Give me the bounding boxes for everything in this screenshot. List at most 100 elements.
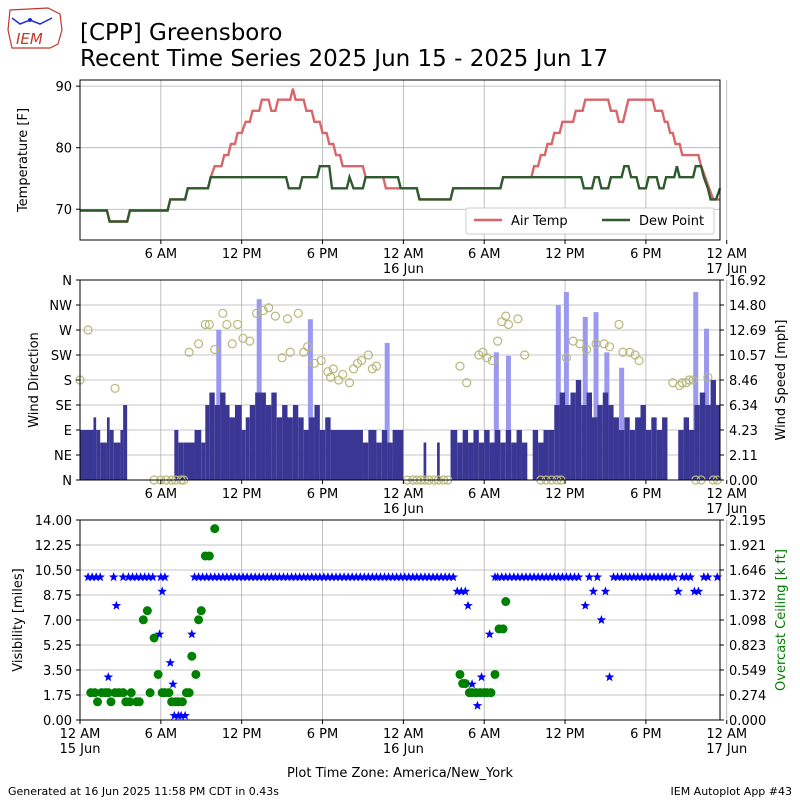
wind-direction-marker bbox=[303, 342, 313, 352]
wind-direction-ytick-label: E bbox=[64, 424, 72, 439]
wind-speed-bar bbox=[255, 392, 261, 480]
wind-direction-marker bbox=[222, 319, 232, 330]
wind-speed-bar bbox=[265, 405, 272, 480]
wind-direction-marker bbox=[614, 319, 624, 330]
wind-speed-bar bbox=[511, 442, 517, 480]
wind-direction-marker bbox=[371, 361, 382, 371]
visibility-point bbox=[274, 572, 285, 582]
wind-direction-marker bbox=[462, 378, 472, 388]
visibility-ytick-label: 5.25 bbox=[43, 639, 72, 654]
wind-speed-bar bbox=[468, 442, 474, 480]
ceiling-point bbox=[187, 651, 197, 661]
wind-gust-bar bbox=[384, 342, 390, 480]
ceiling-point bbox=[177, 697, 187, 707]
temperature-legend: Air Temp Dew Point bbox=[465, 207, 715, 235]
0-xtick-label: 6 PM bbox=[307, 247, 338, 262]
wind-speed-bar bbox=[597, 405, 603, 480]
visibility-point bbox=[95, 572, 105, 582]
temperature-lines bbox=[80, 88, 722, 223]
wind-speed-bar bbox=[613, 417, 619, 480]
ceiling-point bbox=[204, 551, 214, 561]
ceiling-point bbox=[134, 697, 144, 707]
visibility-point bbox=[448, 572, 458, 582]
visibility-point bbox=[323, 572, 333, 582]
wind-direction-marker bbox=[218, 308, 228, 318]
wind-speed-bar bbox=[678, 430, 684, 480]
visibility-point bbox=[335, 572, 345, 582]
visibility-point bbox=[87, 572, 97, 582]
wind-direction-marker bbox=[184, 347, 194, 357]
ceiling-ytick-label: 0.823 bbox=[729, 639, 766, 654]
visibility-point bbox=[497, 572, 507, 582]
visibility-point bbox=[665, 572, 675, 582]
wind-speed-bar bbox=[123, 405, 128, 480]
visibility-point bbox=[633, 572, 643, 582]
wind-speed-bar bbox=[618, 430, 625, 480]
wind-direction-marker bbox=[582, 344, 592, 355]
wind-direction-marker bbox=[233, 319, 243, 330]
visibility-point bbox=[584, 572, 595, 582]
wind-speed-ylabel: Wind Speed [mph] bbox=[774, 320, 789, 441]
visibility-ytick-label: 3.50 bbox=[43, 664, 72, 679]
visibility-point bbox=[649, 572, 659, 582]
wind-speed-bar bbox=[287, 417, 293, 480]
visibility-point bbox=[645, 572, 655, 582]
visibility-point bbox=[371, 572, 382, 582]
visibility-point bbox=[234, 572, 244, 582]
wind-gust-bar bbox=[619, 367, 625, 480]
wind-speed-bar bbox=[505, 430, 512, 480]
visibility-point bbox=[661, 572, 671, 582]
visibility-point bbox=[250, 572, 260, 582]
visibility-point bbox=[529, 572, 539, 582]
visibility-point bbox=[367, 572, 378, 582]
visibility-point bbox=[467, 679, 477, 689]
wind-speed-bar bbox=[80, 430, 94, 480]
visibility-point bbox=[588, 586, 599, 596]
visibility-point bbox=[391, 572, 402, 582]
wind-direction-ytick-label: N bbox=[62, 474, 72, 489]
ceiling-point bbox=[149, 633, 159, 643]
visibility-point bbox=[703, 572, 713, 582]
wind-direction-ylabel: Wind Direction bbox=[27, 332, 42, 428]
visibility-point bbox=[111, 600, 122, 610]
footer-app: IEM Autoplot App #43 bbox=[671, 785, 793, 798]
wind-speed-bar bbox=[100, 442, 107, 480]
visibility-points bbox=[83, 524, 723, 720]
visibility-point bbox=[226, 572, 236, 582]
1-xtick-label: 6 AM bbox=[145, 487, 178, 502]
ceiling-ytick-label: 0.549 bbox=[729, 664, 766, 679]
wind-speed-bar bbox=[214, 405, 221, 480]
visibility-point bbox=[424, 572, 434, 582]
visibility-point bbox=[533, 572, 543, 582]
wind-direction-marker bbox=[338, 369, 348, 380]
wind-speed-bar bbox=[174, 430, 179, 480]
ceiling-point bbox=[125, 697, 135, 707]
visibility-point bbox=[456, 586, 467, 596]
2-xtick-label: 6 AM bbox=[468, 727, 501, 742]
wind-speed-bar bbox=[575, 380, 582, 480]
2-xtick-label: 12 AM bbox=[706, 727, 747, 742]
2-xtick-label: 12 AM bbox=[383, 727, 424, 742]
wind-speed-bar bbox=[381, 430, 388, 480]
ceiling-point bbox=[498, 624, 508, 634]
wind-speed-bar bbox=[478, 442, 485, 480]
wind-speed-bar bbox=[484, 430, 490, 480]
wind-speed-bar bbox=[565, 405, 571, 480]
visibility-point bbox=[108, 572, 119, 582]
visibility-ytick-label: 1.75 bbox=[43, 689, 72, 704]
wind-direction-marker bbox=[487, 355, 497, 366]
ceiling-ytick-label: 2.195 bbox=[729, 514, 766, 529]
visibility-point bbox=[673, 586, 683, 596]
page-subtitle: Recent Time Series 2025 Jun 15 - 2025 Ju… bbox=[80, 46, 608, 72]
wind-gust-bar bbox=[216, 329, 222, 480]
wind-speed-bar bbox=[387, 442, 393, 480]
wind-speed-bar bbox=[201, 442, 206, 480]
temperature-ytick-label: 90 bbox=[55, 80, 72, 95]
wind-speed-bar bbox=[683, 417, 690, 480]
2-xtick-label: 12 PM bbox=[545, 727, 585, 742]
visibility-point bbox=[428, 572, 438, 582]
visibility-point bbox=[176, 710, 186, 720]
wind-speed-bar bbox=[699, 392, 706, 480]
visibility-point bbox=[302, 572, 313, 582]
visibility-point bbox=[123, 572, 134, 582]
